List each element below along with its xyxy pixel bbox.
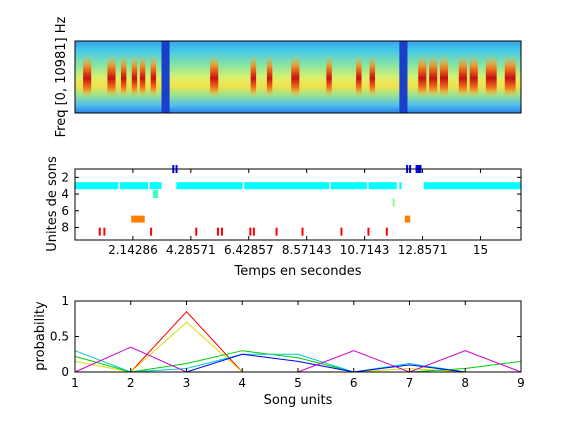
spectrogram-note — [210, 55, 219, 97]
probability-x-tick-label: 9 — [517, 376, 525, 390]
units-x-tick-label: 15 — [473, 243, 488, 257]
spectrogram-silent-band — [161, 41, 170, 113]
probability-x-tick-label: 2 — [127, 376, 135, 390]
unit-segment — [176, 182, 243, 190]
probability-plot-area — [75, 301, 521, 372]
unit-segment — [252, 227, 255, 236]
spectrogram-note — [458, 55, 467, 97]
probability-x-tick-label: 4 — [238, 376, 246, 390]
unit-segment — [119, 182, 148, 190]
spectrogram-note — [439, 55, 449, 97]
units-y-tick-label: 6 — [61, 204, 69, 218]
unit-segment — [216, 227, 219, 236]
units-x-tick-label: 2.14286 — [108, 243, 158, 257]
probability-xlabel: Song units — [264, 393, 333, 408]
probability-x-tick-label: 8 — [461, 376, 469, 390]
spectrogram-note — [107, 55, 116, 97]
units-y-tick-label: 4 — [61, 187, 69, 201]
probability-x-tick-label: 7 — [406, 376, 414, 390]
spectrogram-note — [266, 55, 273, 97]
spectrogram-note — [139, 55, 146, 97]
spectrogram-note — [150, 55, 157, 97]
units-panel: 2.14286 4.28571 6.42857 8.57143 10.7143 12.85… — [45, 156, 522, 279]
spectrogram-note — [418, 55, 427, 97]
units-x-tick-label: 10.7143 — [340, 243, 390, 257]
units-frame — [74, 168, 522, 241]
spectrogram-note — [83, 55, 92, 97]
unit-segment — [150, 227, 153, 236]
units-xlabel: Temps en secondes — [233, 264, 361, 279]
probability-x-tick-label: 6 — [350, 376, 358, 390]
unit-segment — [385, 227, 388, 236]
probability-ylabel: probability — [33, 301, 48, 371]
unit-segment — [244, 182, 330, 190]
probability-x-tick-label: 5 — [294, 376, 302, 390]
unit-segment — [149, 182, 162, 190]
units-y-tick-label: 8 — [61, 220, 69, 234]
spectrogram-note — [485, 55, 497, 97]
unit-segment — [103, 227, 106, 236]
spectrogram-panel: Freq [0, 10981] Hz — [54, 16, 522, 137]
unit-segment — [131, 215, 145, 223]
unit-segment — [340, 227, 343, 236]
unit-segment — [399, 182, 402, 190]
probability-x-tick-label: 1 — [71, 376, 79, 390]
units-x-tick-label: 6.42857 — [224, 243, 274, 257]
probability-y-tick-label: 0 — [61, 365, 69, 379]
unit-segment — [392, 198, 395, 207]
spectrogram-note — [369, 55, 376, 97]
units-plot-area — [75, 169, 521, 240]
unit-segment — [275, 227, 278, 236]
spectrogram-note — [469, 55, 478, 97]
spectrogram-note — [504, 55, 516, 97]
unit-segment — [98, 227, 101, 236]
unit-segment — [301, 227, 304, 236]
units-x-tick-label: 8.57143 — [282, 243, 332, 257]
units-x-tick-label: 12.8571 — [398, 243, 448, 257]
unit-segment — [249, 227, 252, 236]
probability-x-ticks: 1 2 3 4 5 6 7 8 9 — [71, 301, 525, 390]
spectrogram-image — [83, 41, 516, 113]
unit-segment — [220, 227, 223, 236]
units-y-tick-label: 2 — [61, 170, 69, 184]
spectrogram-ylabel: Freq [0, 10981] Hz — [54, 16, 69, 137]
probability-y-tick-label: 1 — [61, 294, 69, 308]
unit-segment — [195, 227, 198, 236]
unit-segment — [152, 190, 159, 199]
spectrogram-note — [356, 55, 362, 97]
units-ylabel: Unites de sons — [45, 156, 60, 252]
spectrogram-note — [326, 55, 332, 97]
probability-y-tick-label: 0.5 — [50, 330, 69, 344]
probability-panel: 1 2 3 4 5 6 7 8 9 0 0.5 1 probability Song units — [33, 294, 525, 408]
spectrogram-note — [291, 55, 300, 97]
spectrogram-note — [250, 55, 257, 97]
unit-segment — [330, 182, 367, 190]
units-x-tick-label: 4.28571 — [166, 243, 216, 257]
probability-x-tick-label: 3 — [183, 376, 191, 390]
spectrogram-note — [131, 55, 138, 97]
probability-frame — [74, 300, 522, 373]
unit-segment — [75, 182, 119, 190]
unit-segment — [423, 182, 521, 190]
unit-segment — [404, 215, 411, 223]
units-x-ticks: 2.14286 4.28571 6.42857 8.57143 10.7143 12.85… — [108, 169, 488, 257]
spectrogram-note — [120, 55, 127, 97]
unit-segment — [367, 227, 370, 236]
unit-segment — [368, 182, 397, 190]
spectrogram-note — [429, 55, 438, 97]
units-y-ticks: 2 4 6 8 — [61, 170, 521, 234]
spectrogram-frame — [74, 40, 522, 114]
spectrogram-silent-band — [399, 41, 408, 113]
